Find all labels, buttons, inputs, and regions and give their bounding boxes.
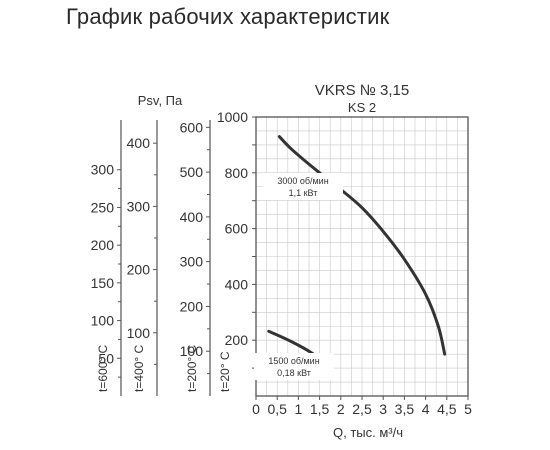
temperature-scale-tick-label: 250	[91, 199, 115, 215]
x-tick-label: 2	[337, 401, 345, 417]
x-tick-label: 5	[464, 401, 472, 417]
y-tick-label: 600	[225, 221, 249, 237]
series-label: 3000 об/мин	[277, 176, 328, 186]
temperature-scale-tick-label: 200	[91, 237, 115, 253]
temperature-scale-tick-label: 300	[127, 198, 151, 214]
x-tick-label: 3,5	[395, 401, 415, 417]
temperature-scale-tick-label: 400	[127, 135, 151, 151]
x-tick-label: 0	[252, 401, 260, 417]
temperature-scale: 100 200 300 400 500 600 t=200° C	[180, 119, 211, 396]
y-tick-label: 400	[225, 276, 249, 292]
x-tick-label: 1,5	[310, 401, 330, 417]
series-label: 1500 об/мин	[268, 356, 319, 366]
temperature-scale-tick-label: 300	[180, 254, 204, 270]
temperature-scale-tick-label: 300	[91, 162, 115, 178]
series-label: 1,1 кВт	[289, 188, 318, 198]
temperature-scale: 100 200 300 400 t=400° C	[127, 120, 158, 396]
temperature-scale: t=20° C	[218, 351, 232, 392]
temperature-scale-label: t=400° C	[132, 345, 146, 392]
temperature-scale-tick-label: 200	[180, 298, 204, 314]
x-tick-label: 0,5	[267, 401, 287, 417]
x-tick-label: 4	[422, 401, 430, 417]
y-axis-label: Psv, Па	[138, 93, 183, 108]
chart-variant-label: KS 2	[348, 100, 376, 115]
temperature-scale-tick-label: 200	[127, 262, 151, 278]
x-tick-label: 2,5	[352, 401, 372, 417]
temperature-scale-label: t=600° C	[96, 345, 110, 392]
series-label-background	[254, 353, 334, 380]
temperature-scale-tick-label: 100	[180, 343, 204, 359]
temperature-scale-tick-label: 100	[91, 313, 115, 329]
temperature-scale-label: t=20° C	[218, 351, 232, 392]
x-tick-label: 4,5	[437, 401, 457, 417]
temperature-scale-tick-label: 400	[180, 209, 204, 225]
temperature-scale-tick-label: 100	[127, 325, 151, 341]
x-axis-label: Q, тыс. м³/ч	[333, 425, 403, 440]
temperature-scale: 50 100 150 200 250 300 t=600° C	[91, 120, 122, 396]
page-title: График рабочих характеристик	[66, 4, 390, 29]
y-tick-label: 800	[225, 165, 249, 181]
y-tick-label: 1000	[217, 109, 248, 125]
series-label: 0,18 кВт	[277, 368, 311, 378]
x-tick-label: 1	[295, 401, 303, 417]
series-line	[277, 135, 447, 356]
y-tick-label: 200	[225, 332, 249, 348]
temperature-scale-tick-label: 150	[91, 275, 115, 291]
temperature-scale-tick-label: 50	[98, 350, 114, 366]
x-tick-label: 3	[379, 401, 387, 417]
chart-model-label: VKRS № 3,15	[315, 82, 409, 99]
temperature-scale-tick-label: 600	[180, 119, 204, 135]
series-label-background	[263, 173, 343, 200]
temperature-scale-tick-label: 500	[180, 164, 204, 180]
temperature-scale-label: t=200° C	[185, 345, 199, 392]
